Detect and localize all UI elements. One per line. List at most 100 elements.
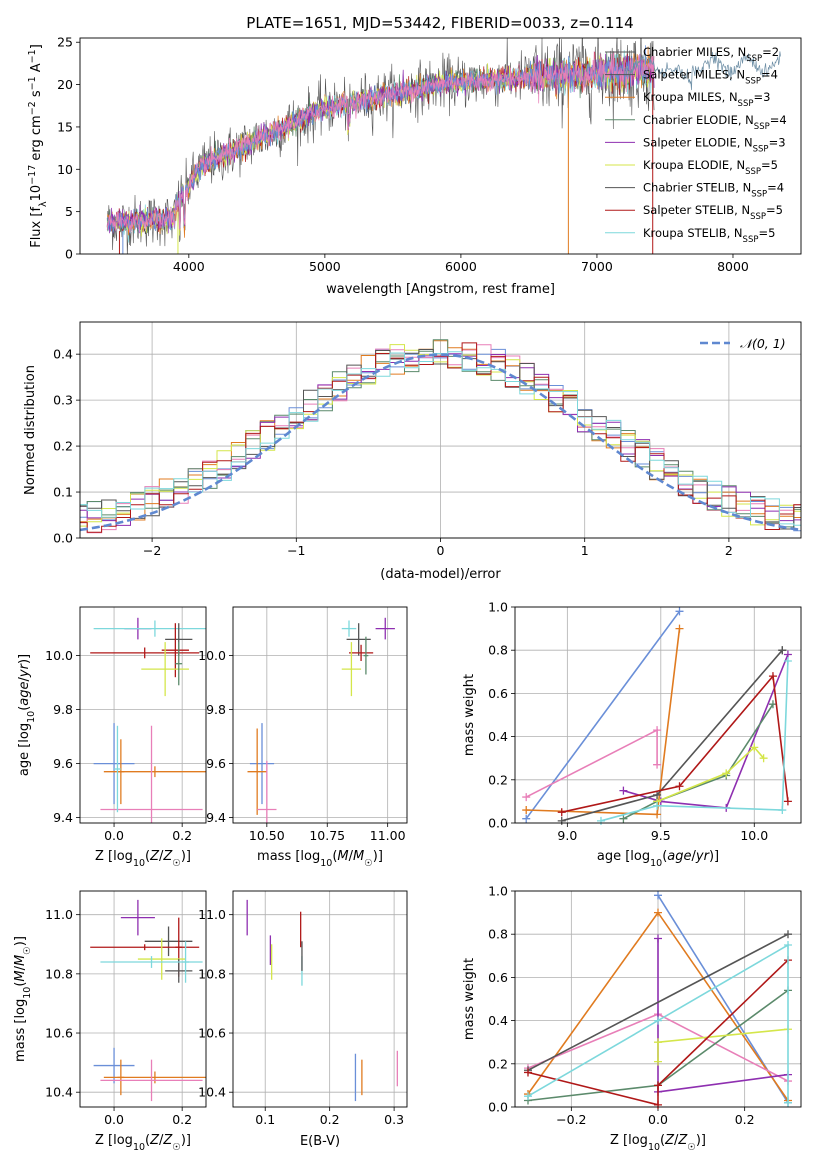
label-part: −17 bbox=[27, 165, 38, 185]
weight-marker bbox=[524, 1068, 532, 1077]
x-tick-label: 5000 bbox=[309, 259, 341, 274]
weight-series-line bbox=[600, 660, 789, 822]
legend-entry-label: Salpeter MILES, N bbox=[643, 68, 745, 82]
weight-marker bbox=[619, 786, 628, 795]
label-part: ☉ bbox=[172, 858, 181, 869]
axes-frame bbox=[79, 37, 802, 255]
label-part: / bbox=[13, 965, 28, 970]
label-part: Z bbox=[149, 1133, 160, 1148]
weight-marker bbox=[654, 1057, 662, 1066]
label-part: 10 bbox=[22, 987, 33, 999]
y-axis-label: Flux [fλ10−17 erg cm−2 s−1 A−1] bbox=[27, 44, 49, 248]
x-axis-label: age [log10(age/yr)] bbox=[597, 849, 719, 869]
x-tick-label: −0.2 bbox=[556, 1112, 586, 1127]
weight-marker bbox=[654, 1016, 662, 1025]
legend-entry-sub: SSP bbox=[754, 122, 770, 132]
y-tick-label: 1.0 bbox=[488, 600, 508, 615]
legend-entry-sub: SSP bbox=[743, 235, 759, 245]
label-part: )] bbox=[13, 936, 28, 946]
label-part: M bbox=[13, 970, 28, 981]
weight-marker bbox=[654, 1100, 662, 1109]
x-tick-label: 8000 bbox=[717, 259, 749, 274]
x-tick-label: 2 bbox=[725, 543, 733, 558]
legend-entry-n: =4 bbox=[761, 68, 778, 82]
weight-marker bbox=[654, 891, 662, 900]
x-tick-label: −1 bbox=[287, 543, 305, 558]
y-axis-label: mass weight bbox=[462, 958, 477, 1040]
label-part: 10 bbox=[648, 1142, 660, 1153]
label-part: Flux [f bbox=[29, 207, 44, 248]
weight-marker bbox=[783, 657, 792, 665]
label-part: −2 bbox=[27, 101, 38, 115]
y-tick-label: 10.8 bbox=[45, 966, 73, 981]
y-tick-label: 10.6 bbox=[45, 1026, 73, 1041]
legend-entry-label: Chabrier MILES, N bbox=[643, 45, 746, 59]
y-axis-label: Normed distribution bbox=[23, 365, 38, 495]
x-tick-label: 9.0 bbox=[557, 828, 577, 843]
spectrum-series-line bbox=[106, 38, 655, 254]
legend-entry-n: =3 bbox=[753, 90, 770, 104]
x-axis-label: (data-model)/error bbox=[380, 567, 501, 582]
label-part: )] bbox=[709, 849, 719, 864]
weight-marker bbox=[768, 672, 777, 681]
y-tick-label: 9.8 bbox=[53, 702, 73, 717]
label-part: −1 bbox=[27, 49, 38, 63]
label-part: ( bbox=[145, 1133, 150, 1148]
axes-frame bbox=[79, 606, 207, 824]
y-tick-label: 9.4 bbox=[53, 810, 73, 825]
label-part: )] bbox=[181, 849, 191, 864]
label-part: 10 bbox=[133, 858, 145, 869]
legend-entry-n: =5 bbox=[758, 226, 775, 240]
x-tick-label: 0.2 bbox=[320, 1112, 340, 1127]
residual-histogram-panel: −2 −1 0 1 2 0.0 0.1 0.2 0.3 0.4 𝒩(0, 1) (data-model… bbox=[23, 321, 802, 582]
label-part: erg cm bbox=[29, 115, 44, 164]
weight-marker bbox=[522, 793, 531, 802]
x-tick-label: 9.5 bbox=[651, 828, 671, 843]
x-tick-label: 4000 bbox=[173, 259, 205, 274]
label-part: M bbox=[353, 849, 364, 864]
label-part: yr bbox=[17, 662, 32, 678]
y-axis-label: age [log10(age/yr)] bbox=[17, 654, 37, 776]
label-part: ( bbox=[145, 849, 150, 864]
y-tick-label: 0.6 bbox=[488, 970, 508, 985]
axes-frame bbox=[232, 606, 408, 824]
y-tick-label: 5 bbox=[65, 204, 73, 219]
metallicity-age-panel: 0.0 0.29.49.69.810.0Z [log10(Z/Z☉)]age [l… bbox=[17, 606, 207, 869]
x-tick-label: 6000 bbox=[445, 259, 477, 274]
label-part: Z [log bbox=[95, 849, 133, 864]
label-part: 10 bbox=[650, 858, 662, 869]
label-part: ( bbox=[17, 706, 32, 711]
x-axis-label: Z [log10(Z/Z☉)] bbox=[95, 849, 191, 869]
label-part: ☉ bbox=[172, 1142, 181, 1153]
legend-entry: Chabrier MILES, NSSP=2 bbox=[643, 45, 779, 64]
y-tick-label: 0.4 bbox=[488, 1013, 508, 1028]
x-tick-label: 0.2 bbox=[172, 828, 192, 843]
weight-series-line bbox=[657, 938, 789, 1093]
y-tick-label: 10.4 bbox=[45, 1085, 73, 1100]
weight-series-line bbox=[656, 746, 765, 803]
x-axis-label: E(B-V) bbox=[300, 1134, 340, 1149]
y-tick-label: 20 bbox=[57, 77, 73, 92]
weight-marker bbox=[653, 726, 662, 735]
x-axis-label: wavelength [Angstrom, rest frame] bbox=[326, 282, 555, 297]
y-tick-label: 9.8 bbox=[206, 702, 226, 717]
weight-marker bbox=[784, 930, 792, 939]
label-part: 10 bbox=[29, 185, 44, 202]
label-part: age [log bbox=[597, 849, 650, 864]
legend-entry: Salpeter ELODIE, NSSP=3 bbox=[643, 135, 786, 154]
legend-entry-sub: SSP bbox=[746, 54, 762, 64]
label-part: ☉ bbox=[687, 1142, 696, 1153]
y-tick-label: 10 bbox=[57, 162, 73, 177]
normal-curve bbox=[80, 353, 799, 532]
y-tick-label: 9.4 bbox=[206, 810, 226, 825]
weight-marker bbox=[654, 908, 662, 917]
x-axis-label: Z [log10(Z/Z☉)] bbox=[610, 1133, 706, 1153]
x-axis-label: mass [log10(M/M☉)] bbox=[257, 849, 383, 869]
weight-marker bbox=[654, 1081, 662, 1090]
mass-age-panel: 10.50 10.75 11.00 9.4 9.6 9.8 10.0 mass [log10(… bbox=[198, 606, 408, 869]
axes-frame bbox=[79, 890, 207, 1108]
y-tick-label: 0.4 bbox=[53, 347, 73, 362]
x-axis-label: Z [log10(Z/Z☉)] bbox=[95, 1133, 191, 1153]
label-part: Z bbox=[162, 1133, 173, 1148]
